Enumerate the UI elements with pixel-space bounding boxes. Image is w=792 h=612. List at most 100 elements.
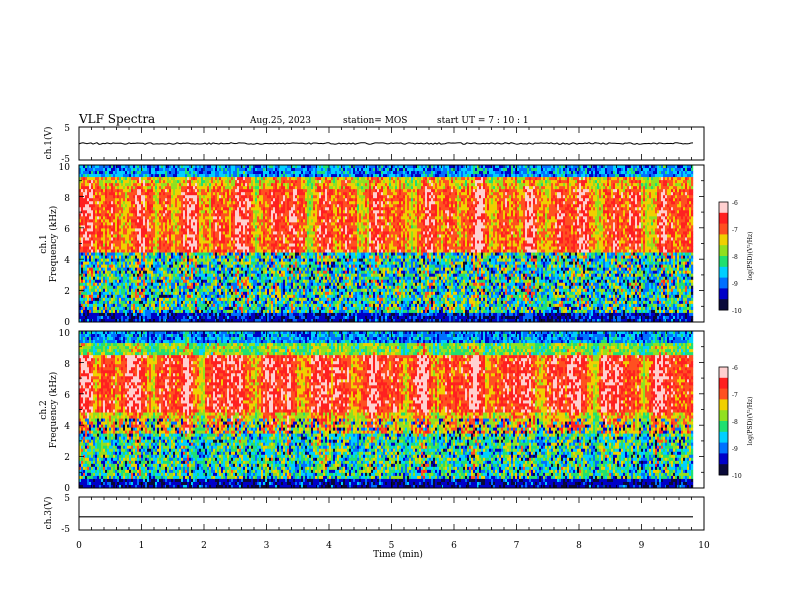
spectrogram-cell	[189, 225, 192, 229]
spectrogram-cell	[125, 273, 128, 278]
spectrogram-cell	[243, 192, 246, 196]
spectrogram-cell	[205, 291, 208, 296]
spectrogram-cell	[169, 246, 172, 250]
spectrogram-cell	[185, 183, 188, 187]
spectrogram-cell	[213, 273, 216, 278]
spectrogram-cell	[95, 255, 98, 259]
spectrogram-cell	[79, 300, 82, 305]
spectrogram-cell	[201, 183, 204, 187]
spectrogram-cell	[191, 306, 194, 311]
spectrogram-cell	[257, 312, 260, 317]
spectrogram-cell	[149, 303, 152, 308]
spectrogram-cell	[105, 264, 108, 268]
spectrogram-cell	[243, 273, 246, 278]
spectrogram-cell	[255, 291, 258, 296]
spectrogram-cell	[151, 300, 154, 305]
spectrogram-cell	[259, 291, 262, 296]
spectrogram-cell	[155, 195, 158, 199]
spectrogram-cell	[127, 303, 130, 308]
spectrogram-cell	[255, 189, 258, 193]
spectrogram-cell	[233, 279, 236, 284]
spectrogram-cell	[93, 198, 96, 202]
spectrogram-cell	[143, 171, 146, 175]
spectrogram-cell	[163, 246, 166, 250]
spectrogram-cell	[153, 264, 156, 268]
spectrogram-cell	[183, 318, 186, 323]
spectrogram-cell	[109, 270, 112, 274]
spectrogram-cell	[151, 216, 154, 220]
spectrogram-cell	[245, 243, 248, 247]
spectrogram-cell	[169, 180, 172, 184]
spectrogram-cell	[145, 318, 148, 323]
spectrogram-cell	[245, 225, 248, 229]
spectrogram-cell	[259, 276, 262, 281]
spectrogram-cell	[223, 219, 226, 223]
spectrogram-cell	[219, 282, 222, 287]
spectrogram-cell	[131, 285, 134, 290]
spectrogram-cell	[253, 177, 256, 181]
spectrogram-cell	[83, 264, 86, 268]
spectrogram-cell	[163, 297, 166, 302]
spectrogram-cell	[85, 174, 88, 178]
spectrogram-cell	[171, 171, 174, 175]
spectrogram-cell	[205, 282, 208, 287]
spectrogram-cell	[249, 300, 252, 305]
spectrogram-cell	[133, 312, 136, 317]
spectrogram-cell	[105, 240, 108, 244]
spectrogram-cell	[99, 234, 102, 238]
spectrogram-cell	[171, 180, 174, 184]
spectrogram-cell	[133, 174, 136, 178]
spectrogram-cell	[251, 309, 254, 314]
spectrogram-cell	[161, 234, 164, 238]
spectrogram-cell	[213, 246, 216, 250]
spectrogram-cell	[209, 303, 212, 308]
spectrogram-cell	[175, 243, 178, 247]
spectrogram-cell	[117, 303, 120, 308]
spectrogram-cell	[123, 303, 126, 308]
spectrogram-cell	[89, 288, 92, 293]
spectrogram-cell	[217, 243, 220, 247]
spectrogram-cell	[165, 285, 168, 290]
spectrogram-cell	[205, 285, 208, 290]
spectrogram-cell	[141, 222, 144, 226]
spectrogram-cell	[251, 168, 254, 172]
spectrogram-cell	[185, 207, 188, 211]
spectrogram-cell	[255, 279, 258, 284]
spectrogram-cell	[213, 171, 216, 175]
spectrogram-cell	[183, 237, 186, 241]
spectrogram-cell	[189, 294, 192, 299]
spectrogram-cell	[261, 183, 264, 187]
spectrogram-cell	[95, 168, 98, 172]
spectrogram-cell	[105, 201, 108, 205]
spectrogram-cell	[99, 246, 102, 250]
spectrogram-cell	[155, 264, 158, 268]
spectrogram-cell	[189, 213, 192, 217]
spectrogram-cell	[225, 252, 228, 256]
spectrogram-cell	[89, 318, 92, 323]
spectrogram-cell	[261, 201, 264, 205]
spectrogram-cell	[205, 318, 208, 323]
spectrogram-cell	[257, 210, 260, 214]
spectrogram-cell	[197, 282, 200, 287]
spectrogram-cell	[247, 264, 250, 268]
spectrogram-cell	[223, 192, 226, 196]
spectrogram-cell	[115, 219, 118, 223]
spectrogram-cell	[171, 174, 174, 178]
spectrogram-cell	[235, 210, 238, 214]
spectrogram-cell	[191, 243, 194, 247]
spectrogram-cell	[197, 237, 200, 241]
spectrogram-cell	[149, 306, 152, 311]
spectrogram-cell	[263, 267, 266, 271]
spectrogram-cell	[255, 312, 258, 317]
spectrogram-cell	[153, 171, 156, 175]
spectrogram-cell	[255, 216, 258, 220]
spectrogram-cell	[111, 225, 114, 229]
spectrogram-cell	[157, 198, 160, 202]
spectrogram-cell	[169, 306, 172, 311]
spectrogram-cell	[155, 228, 158, 232]
spectrogram-cell	[175, 216, 178, 220]
spectrogram-cell	[171, 177, 174, 181]
spectrogram-cell	[211, 318, 214, 323]
spectrogram-cell	[99, 291, 102, 296]
spectrogram-cell	[183, 189, 186, 193]
